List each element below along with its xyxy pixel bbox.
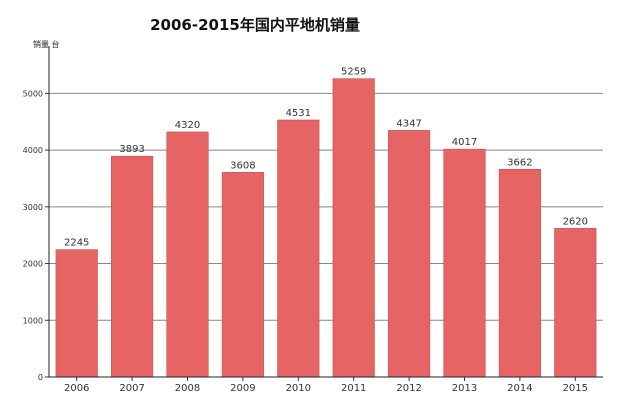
y-tick-label: 0 — [38, 373, 43, 382]
x-tick-label: 2006 — [64, 383, 89, 394]
axes — [48, 46, 603, 381]
data-label: 4017 — [452, 137, 477, 148]
bars — [55, 78, 597, 378]
bar — [554, 228, 597, 378]
data-label: 5259 — [341, 67, 366, 78]
bar — [277, 119, 320, 378]
x-tick-label: 2014 — [507, 383, 532, 394]
data-label: 2245 — [64, 238, 89, 249]
bar — [111, 155, 154, 378]
bar — [498, 168, 541, 378]
data-label: 3893 — [119, 144, 144, 155]
bar — [443, 148, 486, 378]
y-tick-label: 5000 — [23, 89, 43, 98]
y-axis-label: 销量 台 — [33, 39, 60, 49]
bar — [166, 131, 209, 378]
x-tick-label: 2007 — [119, 383, 144, 394]
x-tick-label: 2009 — [230, 383, 255, 394]
labels: 0 1000 2000 3000 4000 5000 2245 2006 3893 2007 432… — [23, 67, 588, 394]
y-tick-label: 4000 — [23, 146, 43, 155]
bar — [221, 172, 264, 378]
bar — [388, 130, 431, 378]
x-tick-label: 2010 — [286, 383, 311, 394]
data-label: 2620 — [563, 216, 588, 227]
y-tick-label: 1000 — [23, 316, 43, 325]
bar — [332, 78, 375, 378]
data-label: 4531 — [286, 108, 311, 119]
data-label: 4320 — [175, 120, 200, 131]
data-label: 3608 — [230, 160, 255, 171]
x-tick-label: 2012 — [396, 383, 421, 394]
data-label: 4347 — [396, 118, 421, 129]
data-label: 3662 — [507, 157, 532, 168]
x-tick-label: 2008 — [175, 383, 200, 394]
x-tick-label: 2015 — [563, 383, 588, 394]
bar — [55, 249, 98, 378]
chart-title: 2006-2015年国内平地机销量 — [150, 16, 360, 34]
y-tick-label: 2000 — [23, 260, 43, 269]
x-tick-label: 2011 — [341, 383, 366, 394]
x-tick-label: 2013 — [452, 383, 477, 394]
y-tick-label: 3000 — [23, 203, 43, 212]
